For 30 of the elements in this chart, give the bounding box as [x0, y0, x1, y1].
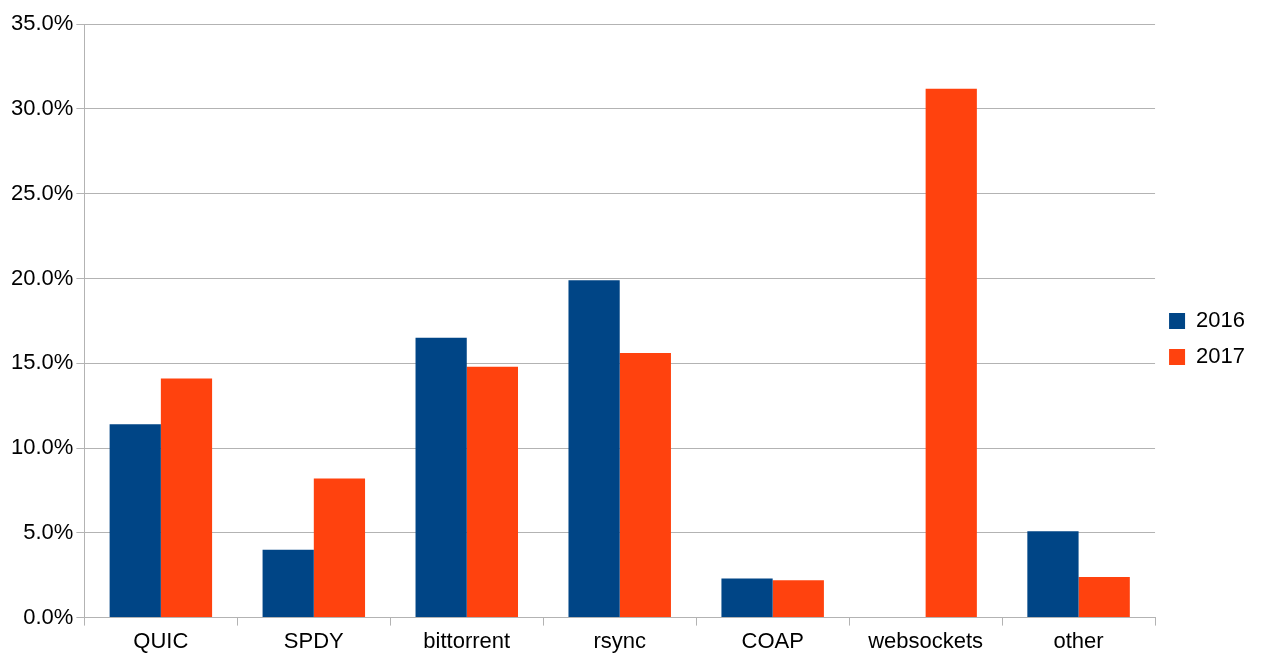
legend-label: 2016	[1196, 307, 1246, 333]
bar	[568, 280, 620, 618]
bar	[313, 478, 366, 618]
y-tick-label: 10.0%	[10, 434, 74, 460]
bar	[1027, 531, 1079, 618]
x-tick-label: rsync	[593, 627, 646, 653]
x-tick-label: COAP	[741, 627, 804, 653]
x-tick-label: other	[1053, 627, 1104, 653]
bar	[925, 88, 977, 618]
y-tick-label: 35.0%	[10, 10, 74, 36]
bar	[772, 580, 824, 618]
y-tick-label: 5.0%	[23, 518, 74, 544]
x-tick-label: websockets	[867, 627, 984, 653]
bar	[466, 366, 519, 618]
bar	[262, 549, 314, 618]
y-tick-label: 25.0%	[10, 179, 74, 205]
x-tick-label: QUIC	[133, 627, 189, 653]
bar	[415, 337, 467, 618]
y-tick-label: 30.0%	[10, 95, 74, 121]
x-tick-label: SPDY	[283, 627, 345, 653]
bar	[1078, 576, 1130, 618]
bar	[619, 353, 671, 618]
y-tick-label: 15.0%	[10, 349, 74, 375]
bar	[160, 378, 213, 618]
bar	[109, 424, 161, 618]
bar	[721, 578, 773, 618]
y-tick-label: 20.0%	[10, 264, 74, 290]
legend-label: 2017	[1196, 343, 1246, 369]
y-tick-label: 0.0%	[23, 603, 74, 629]
x-tick-label: bittorrent	[423, 627, 511, 653]
